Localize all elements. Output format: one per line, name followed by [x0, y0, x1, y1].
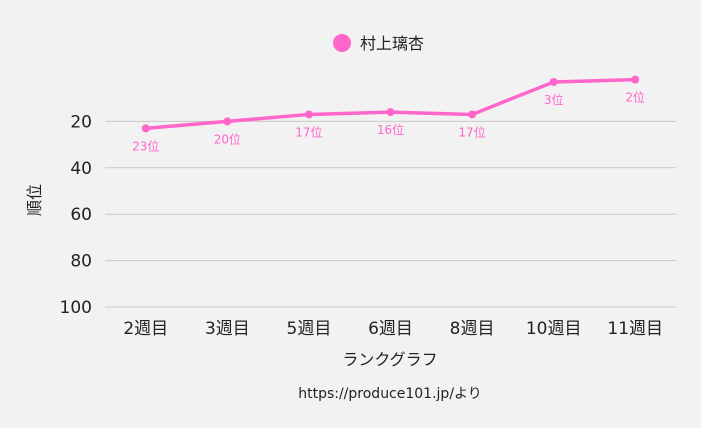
data-point[interactable]	[304, 110, 313, 119]
x-tick-label: 8週目	[450, 319, 495, 339]
y-tick-label: 100	[60, 298, 92, 318]
data-point[interactable]	[141, 124, 150, 133]
x-tick-label: 2週目	[123, 319, 168, 339]
data-label: 23位	[132, 138, 159, 153]
x-tick-label: 6週目	[368, 319, 413, 339]
data-label: 3位	[544, 92, 564, 107]
data-labels: 23位 20位 17位 16位 17位 3位 2位	[132, 90, 645, 154]
x-axis-title: ランクグラフ	[342, 350, 437, 369]
x-tick-label: 11週目	[607, 319, 663, 339]
data-point[interactable]	[386, 108, 395, 117]
series-line-group	[141, 75, 640, 133]
data-label: 16位	[377, 122, 404, 137]
data-label: 17位	[295, 124, 322, 139]
legend-swatch-icon	[333, 34, 351, 52]
gridlines	[105, 120, 676, 308]
legend[interactable]: 村上璃杏	[333, 34, 424, 53]
data-point[interactable]	[549, 77, 558, 86]
data-point[interactable]	[223, 117, 232, 126]
y-axis-ticks: 20 40 60 80 100	[60, 112, 92, 318]
source-credit: https://produce101.jp/より	[298, 386, 482, 402]
y-tick-label: 20	[70, 112, 92, 132]
data-point[interactable]	[631, 75, 640, 84]
x-axis-ticks: 2週目 3週目 5週目 6週目 8週目 10週目 11週目	[123, 319, 663, 339]
y-tick-label: 80	[70, 252, 92, 272]
x-tick-label: 5週目	[287, 319, 332, 339]
y-tick-label: 60	[70, 205, 92, 225]
data-label: 2位	[625, 90, 645, 105]
x-tick-label: 10週目	[526, 319, 582, 339]
y-tick-label: 40	[70, 159, 92, 179]
legend-label: 村上璃杏	[360, 34, 424, 53]
data-point[interactable]	[468, 110, 477, 119]
x-tick-label: 3週目	[205, 319, 250, 339]
y-axis-title: 順位	[25, 184, 44, 216]
data-label: 20位	[214, 131, 241, 146]
data-label: 17位	[458, 124, 485, 139]
